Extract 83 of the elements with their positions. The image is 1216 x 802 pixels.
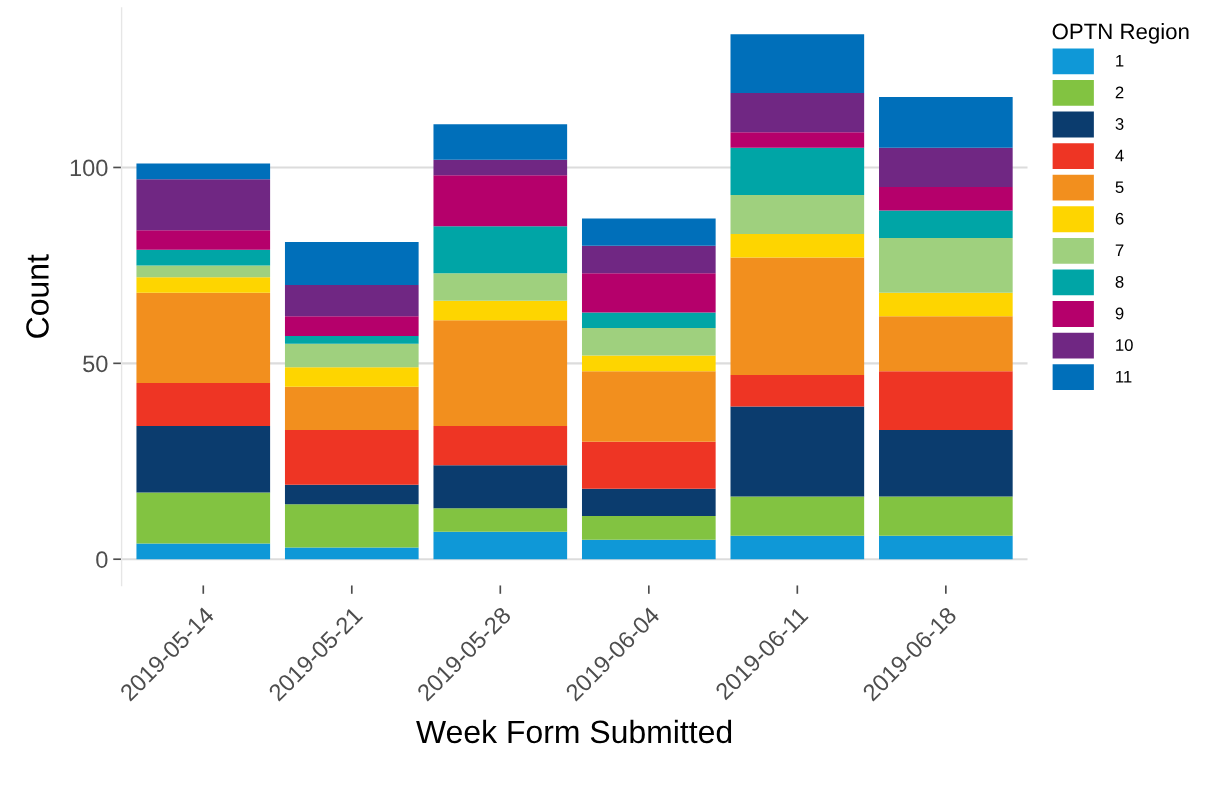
bar xyxy=(581,328,716,356)
bar xyxy=(581,371,716,442)
bar xyxy=(136,249,271,266)
bar xyxy=(581,312,716,329)
bar xyxy=(730,535,865,560)
bar xyxy=(284,241,419,285)
legend-label: 4 xyxy=(1115,149,1124,162)
bar xyxy=(730,234,865,258)
bar xyxy=(879,316,1013,372)
bar xyxy=(879,371,1013,430)
bar xyxy=(581,441,716,489)
bar xyxy=(581,539,716,560)
bar xyxy=(433,508,568,532)
bar xyxy=(433,175,568,227)
bar xyxy=(879,496,1013,536)
legend-title: OPTN Region xyxy=(1052,23,1189,44)
legend-label: 6 xyxy=(1115,212,1124,225)
bar xyxy=(284,316,419,336)
bar xyxy=(581,245,716,274)
bar xyxy=(433,226,568,274)
bar xyxy=(730,496,865,536)
bar xyxy=(136,382,271,427)
bar xyxy=(730,147,865,195)
bar xyxy=(284,484,419,505)
bar xyxy=(730,257,865,376)
legend-label: 8 xyxy=(1115,276,1124,288)
y-tick-label: 50 xyxy=(83,355,108,373)
bar xyxy=(433,124,568,160)
bar xyxy=(433,159,568,176)
bar xyxy=(136,265,271,278)
bar xyxy=(284,386,419,430)
legend-label: 1 xyxy=(1116,55,1124,67)
legend-label: 7 xyxy=(1115,244,1124,257)
legend-label: 9 xyxy=(1115,307,1124,320)
bar xyxy=(879,237,1013,293)
bar xyxy=(136,163,271,180)
y-tick-label: 100 xyxy=(70,159,108,177)
bar xyxy=(581,273,716,313)
bar xyxy=(730,406,865,497)
bar xyxy=(136,543,271,560)
legend-label: 3 xyxy=(1115,118,1124,130)
bar xyxy=(730,132,865,148)
bar xyxy=(284,547,419,560)
legend-label: 11 xyxy=(1116,370,1132,383)
bar xyxy=(284,284,419,317)
bar xyxy=(433,426,568,466)
bar xyxy=(879,429,1013,497)
bar xyxy=(136,230,271,250)
bar xyxy=(136,292,271,383)
bar xyxy=(136,426,271,493)
bar xyxy=(284,429,419,485)
bar xyxy=(284,367,419,387)
bar xyxy=(581,218,716,246)
bar xyxy=(136,492,271,544)
bar xyxy=(730,93,865,133)
bar xyxy=(879,147,1013,188)
bar xyxy=(433,531,568,560)
bar xyxy=(581,516,716,540)
bar xyxy=(284,504,419,548)
bar xyxy=(284,335,419,344)
bar xyxy=(284,343,419,368)
bar xyxy=(879,292,1013,317)
bar xyxy=(433,300,568,321)
y-tick-label: 0 xyxy=(96,551,108,568)
legend-label: 10 xyxy=(1116,339,1133,351)
bar xyxy=(730,194,865,235)
legend-label: 2 xyxy=(1115,86,1124,99)
bar xyxy=(730,375,865,407)
legend-label: 5 xyxy=(1115,181,1124,194)
bar xyxy=(136,179,271,231)
x-axis-title: Week Form Submitted xyxy=(416,719,732,744)
bar xyxy=(879,210,1013,238)
bar xyxy=(433,273,568,301)
bar xyxy=(581,355,716,372)
bar xyxy=(433,320,568,427)
bar xyxy=(879,187,1013,211)
bar xyxy=(879,535,1013,560)
bar xyxy=(581,488,716,517)
bar xyxy=(433,465,568,509)
y-axis-title: Count xyxy=(26,254,49,338)
bar xyxy=(879,96,1013,148)
bar xyxy=(730,34,865,94)
bar xyxy=(136,277,271,293)
